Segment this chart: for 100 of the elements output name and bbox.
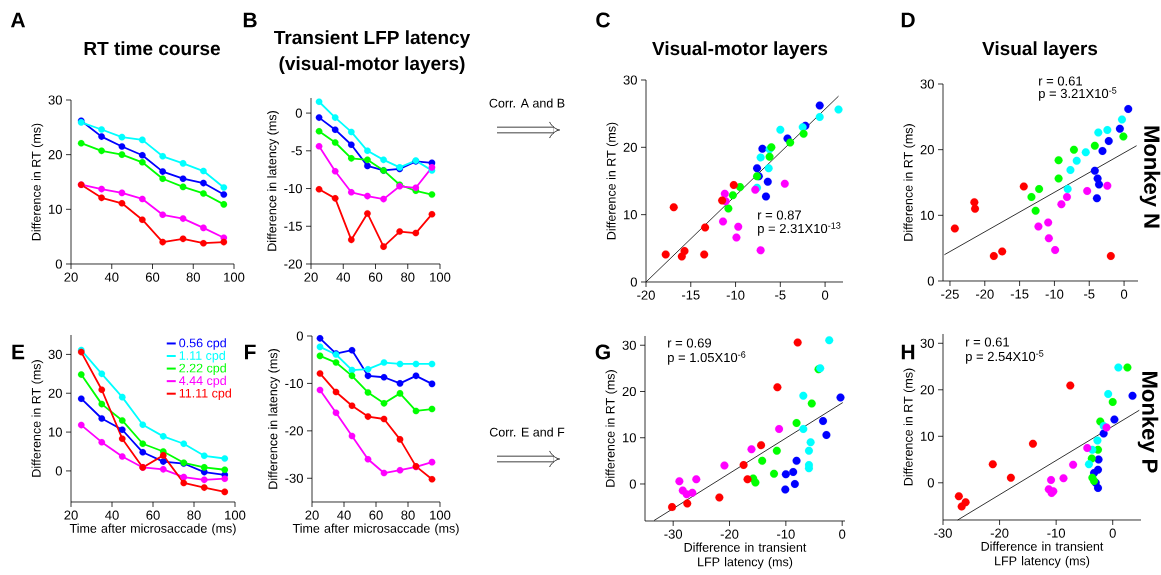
x-tick-label: 100 <box>225 510 246 520</box>
annotation: r = 0.69 <box>668 338 712 348</box>
x-tick-label: 100 <box>430 510 451 520</box>
x-tick-label: -25 <box>941 289 959 299</box>
x-axis-title: Difference in transient LFP latency (ms) <box>981 541 1104 568</box>
y-axis-title: Difference in RT (ms) <box>903 368 916 486</box>
legend-label: 0.56 cpd <box>179 338 226 350</box>
y-axis-title: Difference in RT (ms) <box>605 370 618 487</box>
y-axis-title: Difference in latency (ms) <box>268 349 280 489</box>
x-tick-label: -20 <box>720 529 739 539</box>
x-tick-label: 20 <box>304 272 318 282</box>
y-tick-label: 30 <box>48 95 62 105</box>
y-tick-label: 0 <box>629 479 636 489</box>
x-tick-label: -20 <box>990 528 1009 538</box>
x-tick-label: -15 <box>681 290 700 300</box>
x-axis-title: Difference in transient LFP latency (ms) <box>684 542 807 569</box>
y-tick-label: 30 <box>920 79 934 89</box>
y-tick-label: 20 <box>48 388 62 398</box>
x-tick-label: 20 <box>305 510 319 520</box>
y-tick-label: 0 <box>296 331 303 341</box>
y-tick-label: -20 <box>285 426 303 436</box>
x-tick-label: 60 <box>369 510 383 520</box>
y-tick-label: 20 <box>920 145 934 155</box>
y-tick-label: -20 <box>284 259 302 269</box>
annotation: p = 1.05X10$^{-6}$ <box>668 351 746 365</box>
y-tick-label: -5 <box>291 146 302 156</box>
x-axis-title: Time after microsaccade (ms) <box>292 523 459 536</box>
x-tick-label: 20 <box>64 510 78 520</box>
text: G <box>595 344 610 360</box>
x-tick-label: 20 <box>64 272 78 282</box>
y-tick-label: 0 <box>55 259 62 269</box>
x-tick-label: 80 <box>187 510 201 520</box>
chart-title: RT time course <box>84 41 220 56</box>
x-tick-label: 40 <box>336 272 350 282</box>
annotation: r = 0.61 <box>1039 76 1083 86</box>
x-tick-label: -30 <box>664 529 683 539</box>
y-tick-label: 30 <box>920 338 934 348</box>
text: B <box>243 12 257 28</box>
x-tick-label: 40 <box>337 510 351 520</box>
legend-label: 4.44 cpd <box>179 375 226 388</box>
annotation: r = 0.61 <box>966 337 1010 347</box>
annotation: r = 0.87 <box>758 210 801 220</box>
annotation: p = 3.21X10$^{-5}$ <box>1039 87 1117 101</box>
x-tick-label: 60 <box>368 272 383 282</box>
x-tick-label: 0 <box>1120 289 1128 299</box>
text: E <box>12 344 25 360</box>
y-tick-label: 20 <box>48 150 62 160</box>
y-tick-label: 10 <box>624 210 637 220</box>
chart-subtitle: (visual-motor layers) <box>279 56 465 74</box>
y-axis-title: Difference in RT (ms) <box>903 124 916 241</box>
y-tick-label: 20 <box>622 386 636 397</box>
y-tick-label: 20 <box>623 142 637 152</box>
x-tick-label: 60 <box>146 510 160 520</box>
text: C <box>596 12 611 28</box>
text: Corr. A and B <box>489 98 565 108</box>
x-tick-label: -10 <box>777 529 795 539</box>
y-tick-label: -10 <box>284 183 302 194</box>
y-axis-title: Difference in latency (ms) <box>267 111 279 251</box>
y-tick-label: 30 <box>622 340 636 350</box>
x-tick-label: 100 <box>430 272 451 282</box>
chart-title: Transient LFP latency <box>274 30 471 48</box>
y-axis-title: Difference in RT (ms) <box>31 360 44 477</box>
text: A <box>10 12 26 28</box>
x-tick-label: -10 <box>1045 289 1064 299</box>
x-tick-label: 60 <box>145 272 160 282</box>
legend-label: 1.11 cpd <box>179 350 225 363</box>
x-tick-label: -10 <box>726 290 745 300</box>
text: Monkey N <box>1139 126 1161 228</box>
x-tick-label: 80 <box>186 272 200 282</box>
x-axis-title: Time after microsaccade (ms) <box>69 523 236 536</box>
x-tick-label: -30 <box>934 528 952 538</box>
x-tick-label: 0 <box>839 529 846 539</box>
x-tick-label: 80 <box>401 272 415 282</box>
y-tick-label: -15 <box>284 221 302 231</box>
x-tick-label: -20 <box>975 289 994 299</box>
chart-title: Visual layers <box>982 41 1098 59</box>
y-tick-label: -30 <box>285 473 303 483</box>
y-tick-label: 10 <box>49 204 62 214</box>
x-tick-label: 40 <box>104 272 119 282</box>
y-tick-label: 10 <box>921 431 934 441</box>
text: F <box>245 344 256 360</box>
x-tick-label: -5 <box>775 290 786 300</box>
annotation: p = 2.31X10$^{-13}$ <box>758 222 841 236</box>
y-tick-label: 20 <box>920 385 934 395</box>
text: H <box>901 344 915 360</box>
chart-title: Visual-motor layers <box>652 41 828 59</box>
annotation: p = 2.54X10$^{-5}$ <box>966 350 1044 364</box>
y-axis-title: Difference in RT (ms) <box>31 123 44 241</box>
legend-label: 2.22 cpd <box>179 363 226 375</box>
x-tick-label: 0 <box>1109 528 1116 538</box>
x-tick-label: 0 <box>821 290 829 300</box>
y-tick-label: 30 <box>623 75 637 85</box>
y-tick-label: 0 <box>295 108 302 118</box>
x-tick-label: -15 <box>1010 289 1029 299</box>
y-tick-label: 10 <box>921 210 934 220</box>
text: D <box>901 12 915 28</box>
x-tick-label: 80 <box>401 510 415 520</box>
y-tick-label: 0 <box>55 466 62 476</box>
y-tick-label: 10 <box>623 433 636 443</box>
y-tick-label: 30 <box>48 349 62 360</box>
